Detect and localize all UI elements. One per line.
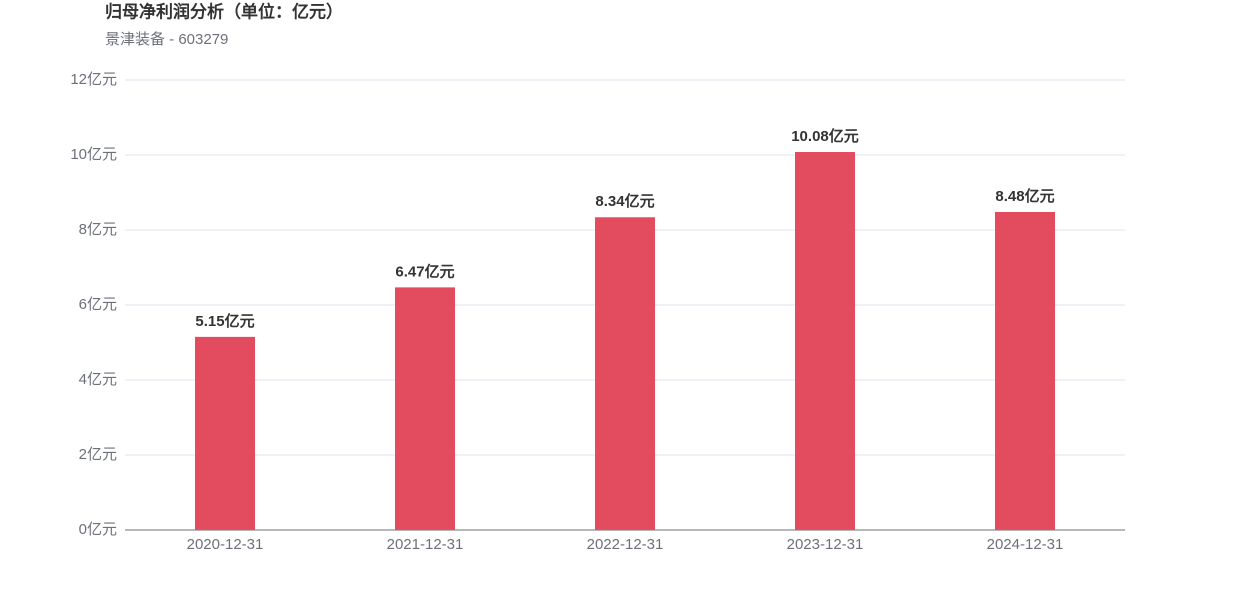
bar (195, 336, 255, 530)
value-label: 5.15亿元 (195, 312, 254, 330)
x-tick-label: 2022-12-31 (587, 536, 664, 553)
chart-subtitle: 景津装备 - 603279 (105, 31, 228, 48)
bar (995, 212, 1055, 530)
x-tick-label: 2024-12-31 (987, 536, 1064, 553)
y-tick-label: 8亿元 (79, 221, 117, 238)
x-tick-label: 2023-12-31 (787, 536, 864, 553)
value-label: 8.34亿元 (595, 192, 654, 210)
y-tick-label: 0亿元 (79, 521, 117, 538)
y-tick-label: 4亿元 (79, 371, 117, 388)
value-label: 10.08亿元 (791, 127, 859, 145)
y-tick-label: 12亿元 (70, 71, 117, 88)
x-tick-label: 2021-12-31 (387, 536, 464, 553)
y-tick-label: 6亿元 (79, 296, 117, 313)
value-label: 6.47亿元 (395, 262, 454, 280)
y-tick-label: 2亿元 (79, 446, 117, 463)
value-label: 8.48亿元 (995, 187, 1054, 205)
bar (395, 287, 455, 530)
y-tick-label: 10亿元 (70, 146, 117, 163)
bar (595, 217, 655, 530)
chart-title: 归母净利润分析（单位：亿元） (105, 1, 343, 21)
bar (795, 152, 855, 530)
x-tick-label: 2020-12-31 (187, 536, 264, 553)
